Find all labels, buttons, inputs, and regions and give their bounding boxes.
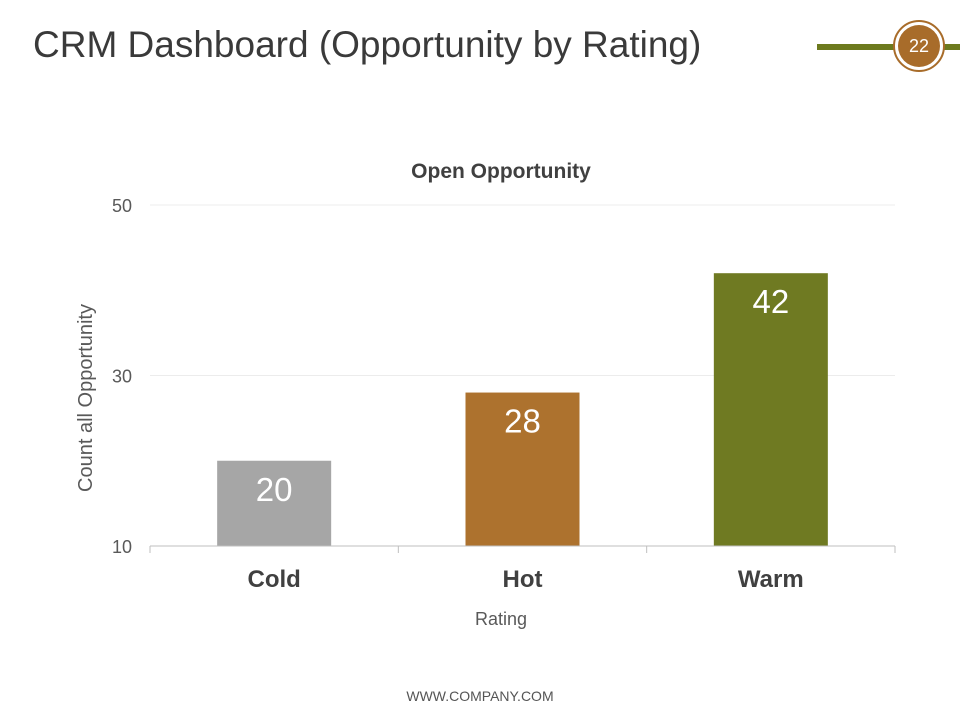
slide-title: CRM Dashboard (Opportunity by Rating)	[33, 24, 702, 65]
x-tick-label: Cold	[248, 566, 301, 593]
page-number: 22	[898, 25, 940, 67]
x-axis-label: Rating	[475, 609, 527, 629]
bars: 20 28 42	[217, 273, 828, 546]
y-tick-label: 50	[112, 196, 132, 216]
bar-hot	[465, 392, 580, 546]
data-label: 28	[504, 403, 541, 440]
bar-cold	[217, 460, 332, 546]
axis-ticks: 10 30 50 Cold Hot Warm	[112, 196, 896, 593]
x-tick-label: Hot	[503, 566, 543, 593]
title-accent-line	[817, 44, 960, 50]
y-tick-label: 30	[112, 367, 132, 387]
y-axis-label: Count all Opportunity	[75, 304, 97, 492]
footer-url: WWW.COMPANY.COM	[406, 688, 554, 704]
data-label: 20	[256, 471, 293, 508]
y-tick-label: 10	[112, 537, 132, 557]
bar-warm	[713, 273, 828, 546]
chart-title: Open Opportunity	[411, 160, 591, 183]
data-label: 42	[752, 283, 789, 320]
x-tick-label: Warm	[738, 566, 804, 593]
page-number-badge: 22	[893, 20, 945, 72]
